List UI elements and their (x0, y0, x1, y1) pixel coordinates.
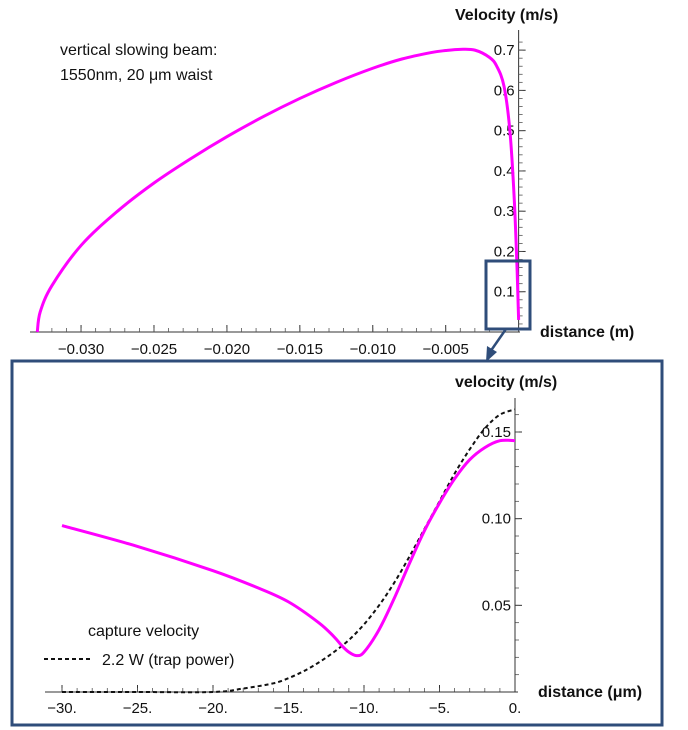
bottom-y-tick-label: 0.15 (482, 424, 511, 441)
top-y-tick-label: 0.3 (494, 203, 515, 220)
bottom-y-axis-label: velocity (m/s) (455, 374, 557, 391)
zoom-arrow (488, 328, 508, 353)
legend-entry: 2.2 W (trap power) (102, 652, 234, 669)
top-x-tick-label: −0.030 (58, 341, 104, 358)
bottom-chart: −30. −25. −20. −15. −10. −5. 0. 0.05 0.10 0.15 ve… (10, 359, 664, 727)
bottom-y-tick-label: 0.05 (482, 597, 511, 614)
top-y-tick-label: 0.7 (494, 42, 515, 59)
bottom-x-axis-label: distance (μm) (538, 684, 642, 701)
top-x-tick-label: −0.020 (204, 341, 250, 358)
bottom-x-tick-label: −30. (47, 700, 77, 717)
top-annotation-line1: vertical slowing beam: (60, 42, 217, 59)
top-y-axis-label: Velocity (m/s) (455, 7, 558, 24)
slowing-curve-zoom (61, 438, 516, 658)
bottom-x-tick-label: 0. (509, 700, 522, 717)
bottom-x-tick-label: −5. (429, 700, 450, 717)
zoom-arrow-head (486, 346, 497, 362)
top-x-tick-label: −0.010 (350, 341, 396, 358)
top-x-tick-label: −0.025 (131, 341, 177, 358)
top-x-tick-label: −0.005 (423, 341, 469, 358)
bottom-x-tick-label: −15. (274, 700, 304, 717)
bottom-x-tick-label: −20. (198, 700, 228, 717)
bottom-frame (10, 359, 664, 727)
capture-velocity-curve (62, 408, 516, 694)
top-x-tick-label: −0.015 (277, 341, 323, 358)
bottom-x-tick-label: −25. (123, 700, 153, 717)
bottom-x-tick-label: −10. (349, 700, 379, 717)
top-x-axis-label: distance (m) (540, 324, 634, 341)
slowing-curve (35, 47, 521, 333)
zoom-box (484, 259, 532, 331)
bottom-y-tick-label: 0.10 (482, 511, 511, 528)
top-annotation-line2: 1550nm, 20 μm waist (60, 67, 213, 84)
top-y-tick-label: 0.1 (494, 284, 515, 301)
top-y-tick-label: 0.2 (494, 243, 515, 260)
top-y-tick-label: 0.4 (494, 163, 515, 180)
top-chart: −0.030 −0.025 −0.020 −0.015 −0.010 −0.005 0.1 0… (30, 7, 634, 362)
legend-title: capture velocity (88, 623, 199, 640)
